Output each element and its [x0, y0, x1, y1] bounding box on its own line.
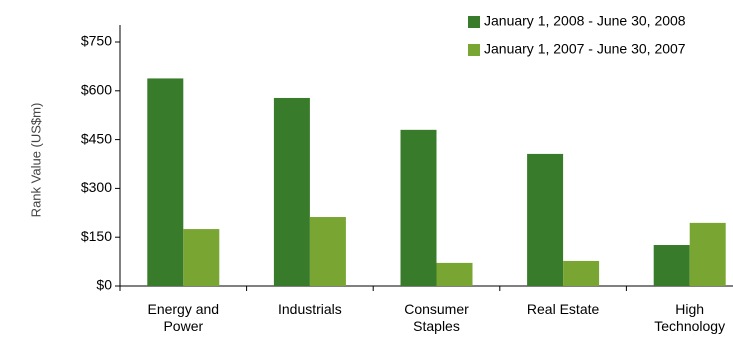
bar — [563, 260, 600, 286]
bar — [653, 245, 690, 286]
bar — [273, 97, 310, 286]
bar — [147, 78, 184, 286]
bar — [183, 229, 220, 286]
y-tick-label: $750 — [81, 33, 112, 49]
bar — [527, 153, 564, 286]
y-axis-label: Rank Value (US$m) — [28, 103, 43, 218]
x-tick-label: High Technology — [654, 301, 726, 334]
bar — [309, 217, 346, 286]
legend-label: January 1, 2008 - June 30, 2008 — [484, 13, 686, 29]
bar — [400, 129, 437, 286]
y-tick-label: $600 — [81, 82, 112, 98]
bar — [436, 262, 473, 286]
y-tick-label: $0 — [96, 277, 112, 293]
x-tick-label: Consumer Staples — [404, 301, 469, 334]
legend-swatch — [468, 16, 480, 28]
x-tick-label: Industrials — [277, 301, 342, 317]
legend-swatch — [468, 44, 480, 56]
y-tick-label: $150 — [81, 228, 112, 244]
x-tick-label: Energy and Power — [147, 301, 220, 334]
bar — [689, 222, 726, 286]
x-tick-label: Real Estate — [526, 301, 600, 317]
y-tick-label: $300 — [81, 179, 112, 195]
legend-label: January 1, 2007 - June 30, 2007 — [484, 41, 686, 57]
y-tick-label: $450 — [81, 130, 112, 146]
